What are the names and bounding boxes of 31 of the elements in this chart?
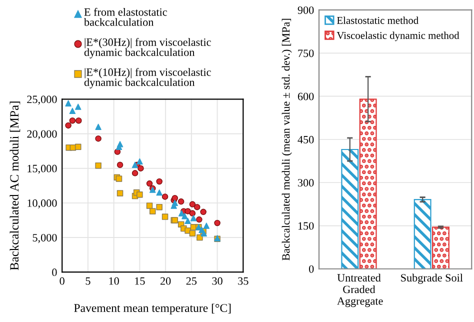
x-tick-label: 0 (60, 277, 64, 285)
legend-label: Elastostatic method (337, 16, 418, 24)
legend-label: Viscoelastic dynamic method (336, 32, 460, 42)
y-tick-label: 0 (309, 265, 314, 273)
x-tick-label: Subgrade Soil (401, 274, 463, 284)
x-tick-label: 10 (109, 277, 119, 285)
x-tick-label: 30 (212, 277, 222, 285)
x-tick-label: 35 (238, 277, 248, 285)
y-tick-label: 15,000 (28, 164, 57, 174)
x-tick-label: 5 (86, 277, 90, 285)
y-tick-label: 300 (298, 179, 314, 187)
y-tick-label: 150 (298, 222, 314, 230)
y-axis-title: Backcalculated AC moduli [MPa] (10, 102, 20, 270)
legend-label: |E*(30Hz)| from viscoelastic dynamic backcalculation (84, 38, 211, 58)
legend-label: |E*(10Hz)| from viscoelastic dynamic backcalculation (84, 68, 211, 88)
x-axis-title: Pavement mean temperature [°C] (74, 304, 231, 314)
y-tick-label: 25,000 (27, 96, 57, 105)
y-tick-label: 450 (298, 136, 314, 144)
y-tick-label: 750 (298, 50, 314, 58)
x-tick-label: 25 (186, 277, 197, 285)
legend-label: E from elastostatic backcalculation (84, 8, 167, 26)
y-tick-label: 900 (298, 6, 314, 14)
x-tick-label: 20 (160, 277, 171, 285)
y-tick-label: 10,000 (28, 199, 57, 208)
y-tick-label: 5,000 (32, 234, 57, 244)
y-axis-title: Backcalculated moduli (mean value ± std. dev.) [MPa] (282, 18, 292, 260)
y-tick-label: 600 (298, 92, 314, 100)
y-tick-label: 20,000 (27, 130, 57, 140)
x-tick-label: 15 (135, 277, 145, 285)
x-tick-label: Untreated Graded Aggregate (337, 274, 383, 308)
y-tick-label: 0 (52, 268, 57, 276)
